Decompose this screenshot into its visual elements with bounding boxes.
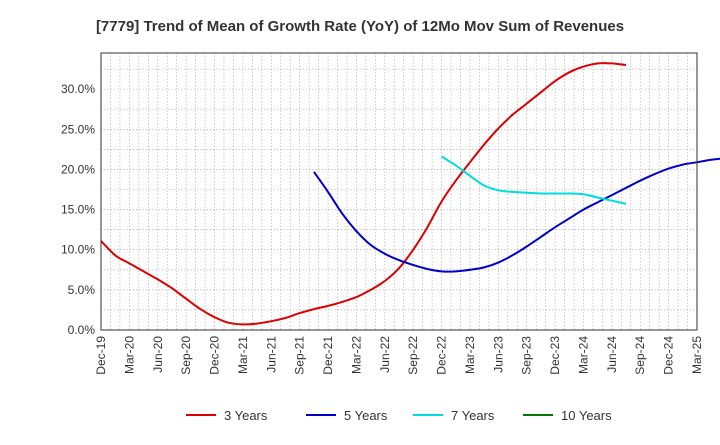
legend-label: 10 Years	[561, 408, 612, 423]
x-tick-label: Dec-22	[435, 336, 449, 375]
y-tick-label: 15.0%	[61, 203, 95, 217]
x-tick-label: Sep-21	[293, 336, 307, 375]
chart-title: [7779] Trend of Mean of Growth Rate (YoY…	[96, 18, 624, 35]
x-tick-label: Sep-23	[520, 336, 534, 375]
legend-label: 5 Years	[344, 408, 388, 423]
legend-item-7-years: 7 Years	[413, 408, 495, 423]
x-tick-label: Mar-22	[349, 336, 363, 374]
x-tick-label: Sep-22	[406, 336, 420, 375]
x-tick-label: Jun-22	[378, 336, 392, 373]
x-tick-label: Mar-23	[463, 336, 477, 374]
y-tick-label: 25.0%	[61, 122, 95, 136]
x-tick-label: Mar-25	[690, 336, 704, 374]
x-tick-label: Sep-24	[633, 336, 647, 375]
x-tick-label: Dec-20	[208, 336, 222, 375]
legend-item-3-years: 3 Years	[186, 408, 268, 423]
legend-label: 7 Years	[451, 408, 495, 423]
plot-area-frame	[100, 52, 698, 331]
series-line-7-years	[441, 155, 627, 205]
x-tick-label: Dec-19	[94, 336, 108, 375]
x-tick-label: Jun-24	[605, 336, 619, 373]
legend-item-10-years: 10 Years	[523, 408, 612, 423]
x-tick-label: Dec-23	[548, 336, 562, 375]
x-tick-label: Dec-21	[321, 336, 335, 375]
x-tick-label: Jun-20	[151, 336, 165, 373]
legend-item-5-years: 5 Years	[306, 408, 388, 423]
x-tick-label: Dec-24	[662, 336, 676, 375]
y-tick-label: 5.0%	[68, 283, 96, 297]
series-layer	[100, 62, 720, 326]
legend: 3 Years 5 Years 7 Years 10 Years	[186, 408, 612, 423]
series-line-5-years	[313, 157, 720, 273]
x-tick-label: Jun-23	[491, 336, 505, 373]
y-tick-label: 10.0%	[61, 243, 95, 257]
x-tick-label: Mar-21	[236, 336, 250, 374]
y-tick-label: 20.0%	[61, 162, 95, 176]
x-tick-label: Mar-24	[576, 336, 590, 374]
x-tick-label: Jun-21	[264, 336, 278, 373]
axis-labels: 0.0% 5.0% 10.0% 15.0% 20.0% 25.0% 30.0% Dec-19 M…	[61, 82, 704, 375]
legend-label: 3 Years	[224, 408, 268, 423]
x-tick-label: Sep-20	[179, 336, 193, 375]
grid-layer	[101, 53, 697, 330]
y-tick-label: 0.0%	[68, 323, 96, 337]
series-line-3-years	[100, 62, 627, 326]
y-tick-label: 30.0%	[61, 82, 95, 96]
x-tick-label: Mar-20	[122, 336, 136, 374]
